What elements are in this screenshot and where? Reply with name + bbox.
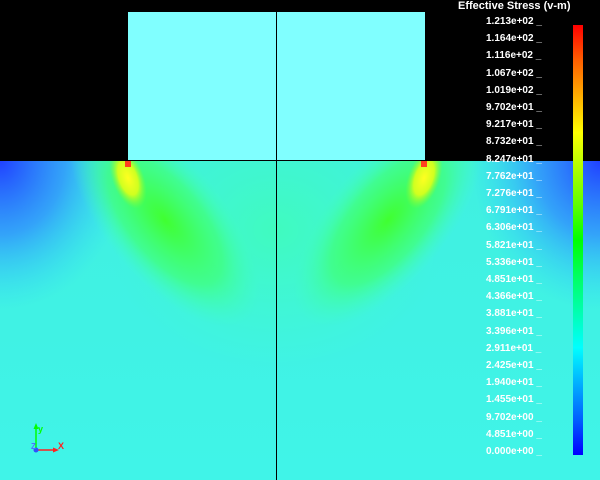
y-axis-arrow	[33, 423, 39, 429]
coordinate-triad: y X Z	[31, 423, 64, 453]
legend-title: Effective Stress (v-m)	[458, 0, 571, 12]
foundation-field	[0, 160, 600, 480]
mesh-edges	[0, 160, 600, 480]
x-axis-label: X	[58, 441, 64, 451]
z-axis-label: Z	[31, 442, 36, 451]
footing-block	[128, 12, 425, 161]
x-axis-arrow	[53, 447, 59, 453]
stress-peaks	[125, 161, 427, 167]
z-axis-dot	[33, 447, 39, 453]
legend-colorbar	[573, 25, 583, 455]
y-axis-label: y	[38, 424, 43, 434]
